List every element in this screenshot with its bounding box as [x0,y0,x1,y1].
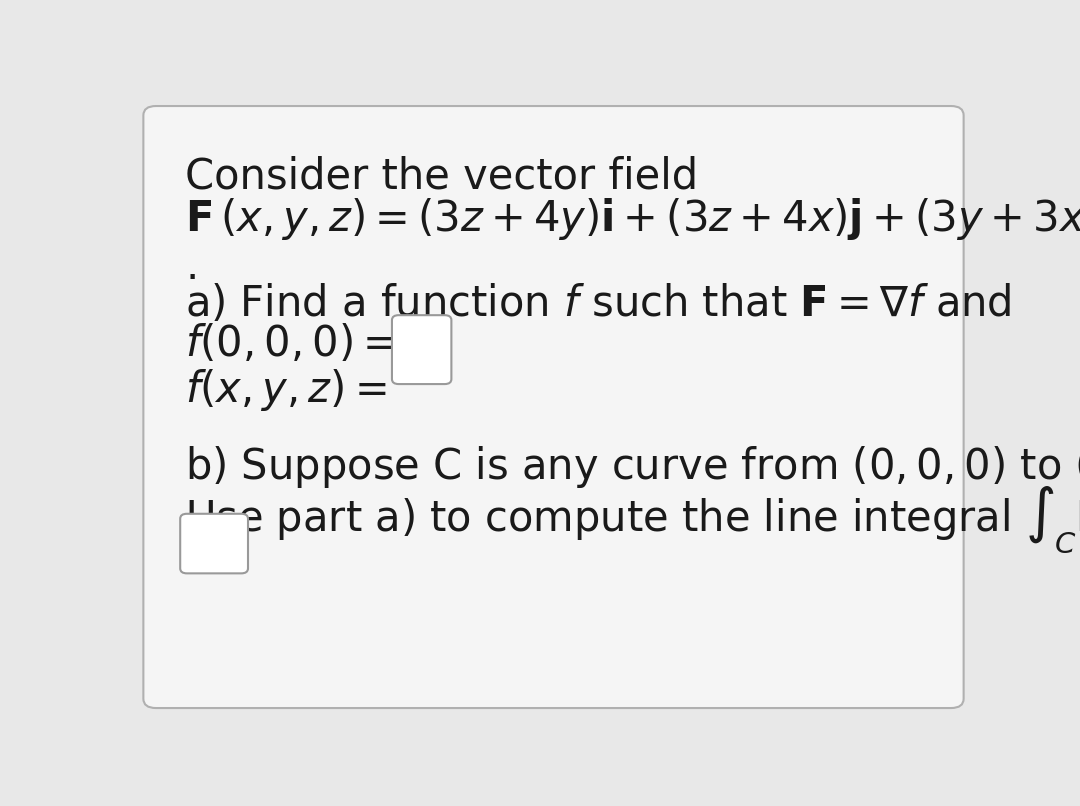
Text: .: . [186,246,199,288]
Text: a) Find a function $f$ such that $\mathbf{F} = \nabla f$ and: a) Find a function $f$ such that $\mathb… [186,283,1012,325]
Text: b) Suppose C is any curve from $(0, 0, 0)$ to $(1, 1, 1).$: b) Suppose C is any curve from $(0, 0, 0… [186,444,1080,490]
Text: $\mathbf{F}\,(x, y, z) = (3z + 4y)\mathbf{i} + (3z + 4x)\mathbf{j} + (3y + 3x)\m: $\mathbf{F}\,(x, y, z) = (3z + 4y)\mathb… [186,196,1080,242]
Text: Use part a) to compute the line integral $\int_C \mathbf{F} \cdot d\mathbf{r}.$: Use part a) to compute the line integral… [186,484,1080,555]
FancyBboxPatch shape [180,513,248,573]
Text: $f(x, y, z) =$: $f(x, y, z) =$ [186,367,387,413]
Text: Consider the vector field: Consider the vector field [186,156,699,197]
FancyBboxPatch shape [392,315,451,384]
FancyBboxPatch shape [144,106,963,708]
Text: $f(0, 0, 0) = 0.$: $f(0, 0, 0) = 0.$ [186,323,443,365]
